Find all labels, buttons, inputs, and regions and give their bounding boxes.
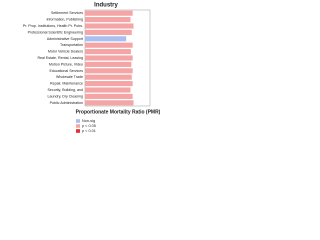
y-tick-label: Real Estate, Rental, Leasing — [37, 56, 83, 60]
bar — [85, 87, 131, 93]
bar — [85, 17, 131, 23]
legend-swatch — [76, 124, 80, 128]
y-tick-label: Motor Vehicle Dealers — [48, 50, 83, 54]
bar — [85, 55, 133, 61]
y-tick-label: Information, Publishing — [46, 18, 83, 22]
legend-swatch — [76, 119, 80, 123]
y-tick-label: Pr. Prop. Institutions, Health Pr. Pubs. — [23, 24, 83, 28]
y-tick-label: Repair, Maintenance — [50, 82, 83, 86]
y-tick-label: Settlement Services — [51, 11, 83, 15]
y-tick-label: Transportation — [60, 43, 83, 47]
chart: Industry Proportionate Mortality Ratio (… — [23, 3, 161, 133]
legend-label: p < 0.05 — [82, 124, 96, 128]
bar — [85, 68, 133, 74]
bar — [85, 10, 133, 16]
bar — [85, 36, 127, 42]
x-axis-label: Proportionate Mortality Ratio (PMR) — [76, 109, 161, 115]
bar — [85, 93, 133, 99]
y-tick-label: Educational Services — [49, 69, 83, 73]
legend-label: Non-sig — [82, 119, 95, 123]
y-tick-label: Motion Picture, Video — [49, 62, 83, 66]
legend-label: p < 0.01 — [82, 129, 96, 133]
legend-swatch — [76, 129, 80, 133]
y-tick-label: Laundry, Dry Cleaning — [48, 94, 84, 98]
y-tick-label: Wholesale Trade — [56, 75, 83, 79]
bar — [85, 74, 132, 80]
y-tick-label: Professional Scientific Engineering — [28, 30, 83, 34]
bar — [85, 42, 133, 48]
bar — [85, 100, 134, 106]
chart-title: Industry — [94, 3, 118, 9]
bar — [85, 81, 133, 87]
y-tick-label: Public Administration — [50, 101, 83, 105]
bar — [85, 23, 134, 29]
y-tick-label: Administrative Support — [47, 37, 83, 41]
bar — [85, 61, 132, 67]
bar — [85, 29, 132, 35]
bar — [85, 49, 131, 55]
y-tick-label: Security, Building, and — [48, 88, 84, 92]
